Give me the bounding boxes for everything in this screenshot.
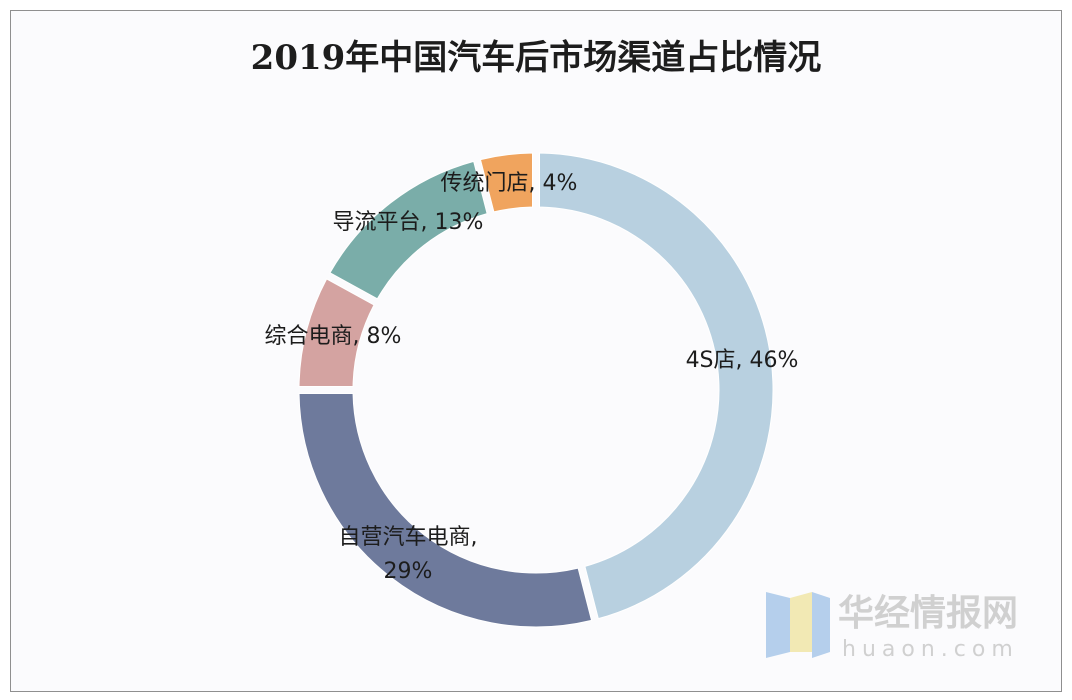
watermark-logo-right	[812, 592, 830, 658]
watermark-logo-mid	[790, 592, 812, 652]
slice-1	[539, 152, 774, 620]
slice-label-2: 自营汽车电商, 29%	[339, 525, 478, 584]
watermark-logo-left	[766, 592, 790, 658]
slice-2	[298, 393, 593, 628]
slice-3	[298, 278, 375, 387]
chart-title: 2019年中国汽车后市场渠道占比情况	[250, 38, 822, 78]
slice-5	[479, 152, 533, 213]
slice-label-3: 综合电商, 8%	[265, 324, 402, 349]
slice-label-4: 导流平台, 13%	[333, 210, 484, 235]
slice-4	[329, 160, 488, 300]
watermark-url: huaon.com	[842, 637, 1019, 662]
slice-label-1: 4S店, 46%	[686, 348, 799, 373]
donut-labels: 4S店, 46% 自营汽车电商, 29% 综合电商, 8% 导流平台, 13% 传统门店,…	[265, 171, 799, 584]
watermark-name: 华经情报网	[838, 593, 1018, 634]
slice-label-5: 传统门店, 4%	[441, 171, 578, 196]
donut-slices	[298, 152, 774, 628]
watermark: 华经情报网 huaon.com	[766, 592, 1019, 662]
